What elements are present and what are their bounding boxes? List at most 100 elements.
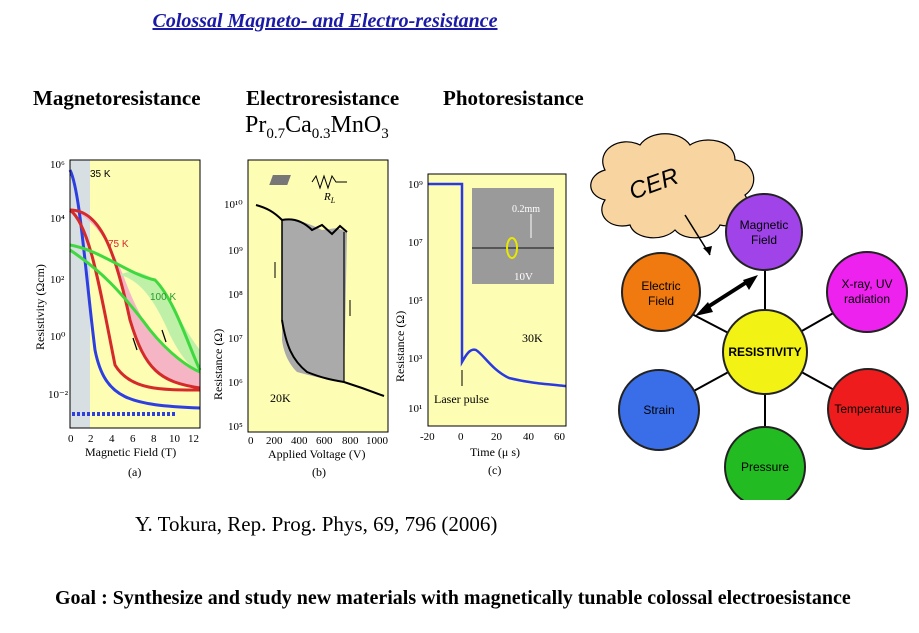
node-strain-label: Strain (643, 403, 674, 417)
panel-a-ytick-1: 10⁴ (50, 213, 65, 225)
panel-a-label-100k: 100 K (150, 292, 176, 303)
formula-mno-sub: 3 (381, 125, 389, 142)
node-temperature (827, 368, 909, 450)
panel-a-ytick-3: 10⁰ (50, 331, 66, 343)
panel-c-ytick-3: 10³ (408, 353, 423, 365)
node-temperature-label: Temperature (834, 402, 902, 416)
panel-c-xtick-1: 0 (458, 431, 464, 443)
panel-b-ytick-0: 10¹⁰ (224, 199, 243, 211)
formula-pr: Pr (245, 112, 267, 138)
panel-b-sample-icon (269, 175, 291, 185)
panel-a-xtick-2: 4 (109, 433, 115, 445)
panel-c-photoresistance: 0.2mm 10V Laser pulse 30K 10⁹ 10⁷ 10⁵ 10… (394, 173, 567, 477)
node-xray-uv-label-1: X-ray, UV (841, 277, 892, 291)
panel-a-xtick-3: 6 (130, 433, 136, 445)
arrowhead-magnetic (743, 275, 758, 290)
node-xray-uv (826, 251, 908, 333)
panel-a-100k-return (69, 248, 201, 374)
panel-c-xtick-3: 40 (523, 431, 535, 443)
panel-a-xtick-6: 12 (188, 433, 199, 445)
panel-b-xlabel: Applied Voltage (V) (268, 447, 366, 461)
node-magnetic-field-label-2: Field (751, 233, 777, 247)
formula-ca: Ca (285, 112, 312, 138)
citation: Y. Tokura, Rep. Prog. Phys, 69, 796 (200… (135, 512, 498, 536)
panel-a-ytick-0: 10⁶ (50, 159, 65, 171)
panel-a-hatch-region (70, 160, 90, 428)
formula-ca-sub: 0.3 (311, 125, 331, 142)
panel-a-35k-curve (68, 169, 201, 410)
formula-mno: MnO (330, 112, 382, 138)
panel-a-ytick-2: 10² (50, 274, 65, 286)
panel-c-annotation: Laser pulse (434, 392, 489, 406)
chemical-formula: Pr0.7Ca0.3MnO3 (245, 112, 389, 143)
panel-a-arrow-down (161, 329, 167, 343)
panel-a-magnetoresistance: 35 K 75 K 100 K 10⁶ 10⁴ 10² 10⁰ 10⁻² 0 2… (33, 159, 202, 479)
panel-b-ytick-5: 10⁵ (228, 421, 243, 433)
panel-a-xtick-1: 2 (88, 433, 94, 445)
panel-b-xtick-5: 1000 (366, 435, 389, 447)
panel-c-xtick-4: 60 (554, 431, 566, 443)
panel-c-temp: 30K (522, 331, 543, 345)
panel-b-electroresistance: RL 20K 10¹⁰ 10⁹ 10⁸ 10⁷ 10⁶ 10⁵ 0 200 40… (212, 159, 389, 479)
heading-electroresistance: Electroresistance (246, 86, 400, 110)
panel-c-ytick-0: 10⁹ (408, 179, 423, 191)
panel-c-scale-label: 0.2mm (512, 204, 540, 215)
node-resistivity-label: RESISTIVITY (728, 345, 801, 359)
panel-a-xtick-4: 8 (151, 433, 157, 445)
panel-b-xtick-4: 800 (342, 435, 359, 447)
panel-b-ytick-4: 10⁶ (228, 377, 243, 389)
panel-b-xtick-0: 0 (248, 435, 254, 447)
panel-b-xtick-1: 200 (266, 435, 283, 447)
panel-a-ylabel: Resistivity (Ωcm) (33, 264, 47, 350)
panel-b-upper-curve (255, 204, 348, 236)
panel-c-xtick-0: -20 (420, 431, 435, 443)
panel-b-ytick-1: 10⁹ (228, 245, 243, 257)
panel-a-label-35k: 35 K (90, 169, 111, 180)
formula-pr-sub: 0.7 (266, 125, 286, 142)
node-electric-field-label-1: Electric (641, 279, 680, 293)
panel-c-xtick-2: 20 (491, 431, 503, 443)
panel-c-micrograph (472, 188, 554, 284)
panel-a-arrow-up (132, 337, 138, 351)
node-xray-uv-label-2: radiation (844, 292, 890, 306)
node-pressure (724, 426, 806, 500)
panel-b-resistor-label: RL (323, 191, 336, 205)
heading-photoresistance: Photoresistance (443, 86, 584, 110)
panel-c-ytick-4: 10¹ (408, 403, 422, 415)
panel-a-xtick-5: 10 (169, 433, 181, 445)
electric-magnetic-arrow (701, 278, 752, 312)
panel-b-ytick-3: 10⁷ (228, 333, 243, 345)
panel-a-ytick-4: 10⁻² (48, 389, 69, 401)
goal-statement: Goal : Synthesize and study new material… (55, 587, 851, 609)
panel-c-resistance-curve (428, 182, 567, 388)
panel-a-100k-curve (69, 243, 202, 371)
resistivity-diagram: CER Magnetic Field Electric Field X-ray,… (590, 133, 909, 500)
panel-b-temp: 20K (270, 391, 291, 405)
panel-b-resistor-icon (311, 174, 347, 190)
panel-b-lower-curve (281, 319, 385, 397)
panel-c-ytick-2: 10⁵ (408, 295, 423, 307)
heading-magnetoresistance: Magnetoresistance (33, 86, 201, 110)
panel-b-caption: (b) (312, 465, 326, 479)
panel-c-ylabel: Resistance (Ω) (394, 311, 407, 382)
node-magnetic-field (725, 193, 803, 271)
node-strain (618, 369, 700, 451)
panel-a-frame (69, 159, 201, 429)
panel-c-xlabel: Time (μ s) (470, 445, 520, 459)
node-electric-field-label-2: Field (648, 294, 674, 308)
panel-c-caption: (c) (488, 463, 501, 477)
panel-a-xlabel: Magnetic Field (T) (85, 445, 176, 459)
panel-b-ylabel: Resistance (Ω) (212, 329, 225, 400)
panel-b-xtick-3: 600 (316, 435, 333, 447)
panel-a-75k-fill (70, 210, 200, 388)
node-pressure-label: Pressure (741, 460, 789, 474)
node-resistivity (722, 309, 808, 395)
panel-b-ytick-2: 10⁸ (228, 289, 243, 301)
panel-a-xtick-0: 0 (68, 433, 74, 445)
panel-a-75k-return (69, 208, 201, 392)
panel-c-voltage-label: 10V (514, 271, 533, 283)
panel-b-frame (247, 159, 389, 433)
node-magnetic-field-label-1: Magnetic (740, 218, 789, 232)
panel-c-laser-spot (506, 237, 518, 259)
arrowhead-electric (695, 302, 713, 316)
